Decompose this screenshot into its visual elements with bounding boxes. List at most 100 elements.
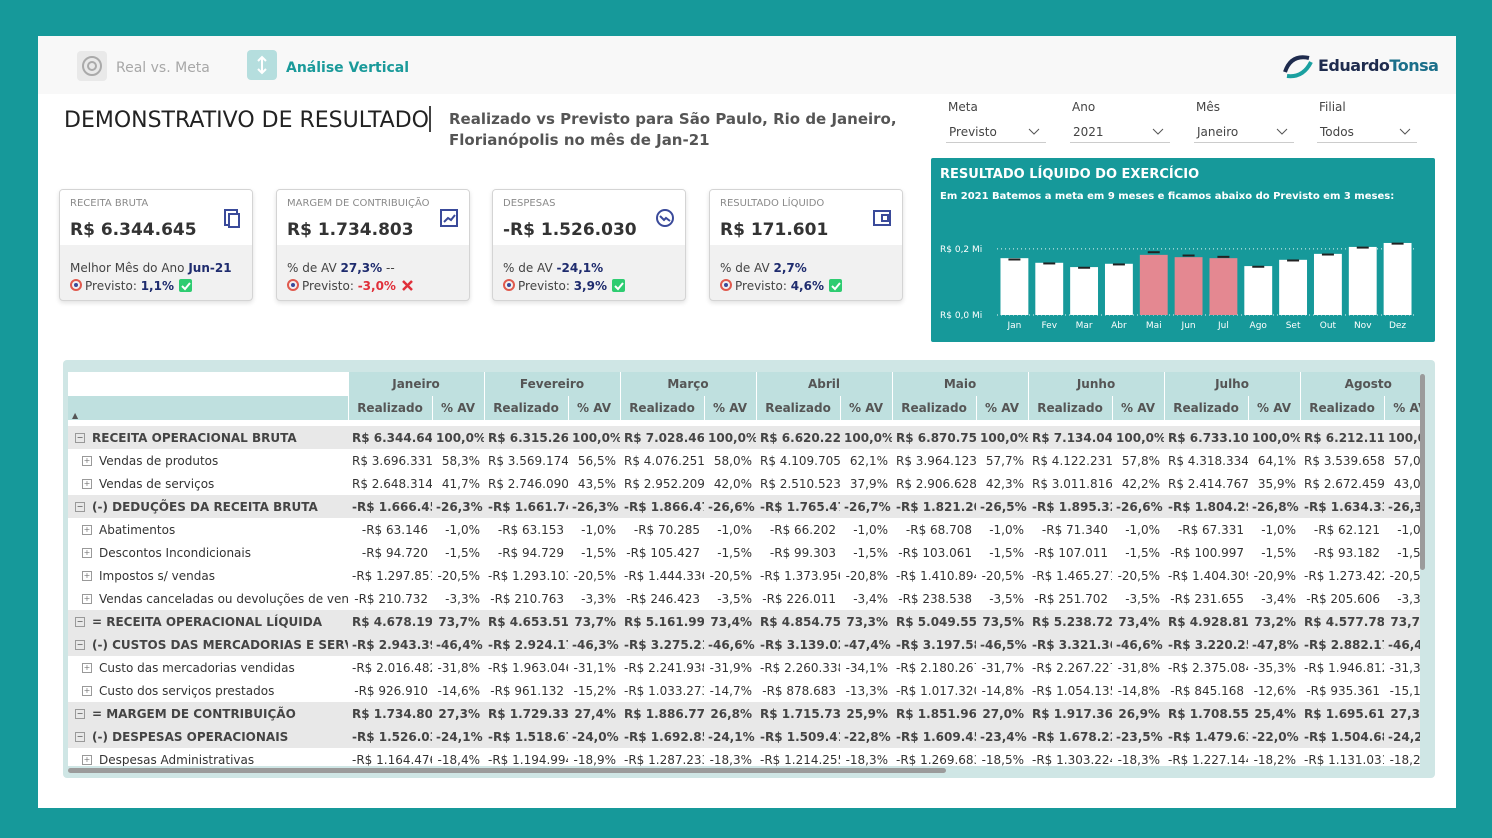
- pct-cell: 100,0%: [1384, 426, 1420, 449]
- value-cell: -R$ 105.427: [620, 541, 704, 564]
- value-cell: -R$ 210.763: [484, 587, 568, 610]
- value-cell: R$ 5.238.722: [1028, 610, 1113, 633]
- pct-cell: -46,6%: [704, 633, 757, 656]
- value-cell: R$ 2.952.209: [620, 472, 704, 495]
- kpi-icon: [440, 209, 458, 227]
- pct-cell: 58,3%: [432, 449, 484, 472]
- pct-cell: -23,4%: [976, 725, 1029, 748]
- pct-cell: -24,1%: [432, 725, 484, 748]
- x-tick-label: Mar: [1076, 321, 1093, 331]
- value-cell: R$ 4.928.810: [1164, 610, 1249, 633]
- spacer: [68, 420, 1420, 426]
- pct-cell: -3,3%: [568, 587, 620, 610]
- data-table: Janeiro Fevereiro Março Abril Maio Junho Julho…: [68, 372, 1420, 766]
- pct-cell: 73,7%: [432, 610, 484, 633]
- value-cell: R$ 7.028.460: [620, 426, 704, 449]
- pct-cell: -26,7%: [840, 495, 893, 518]
- table-row: −(-) CUSTOS DAS MERCADORIAS E SERVIÇOS-R…: [68, 633, 1420, 656]
- value-cell: -R$ 1.373.956: [756, 564, 841, 587]
- value-cell: -R$ 1.678.222: [1028, 725, 1113, 748]
- nav-tab[interactable]: Análise Vertical: [286, 60, 410, 76]
- value-cell: -R$ 2.882.173: [1300, 633, 1385, 656]
- value-cell: -R$ 1.164.476: [348, 748, 432, 766]
- value-cell: -R$ 1.866.470: [620, 495, 704, 518]
- pct-cell: -3,5%: [976, 587, 1029, 610]
- chevron: [1028, 128, 1040, 135]
- expand-icon: −: [75, 617, 85, 627]
- value-cell: -R$ 1.518.671: [484, 725, 568, 748]
- value-cell: -R$ 1.821.200: [892, 495, 977, 518]
- value-cell: R$ 1.917.360: [1028, 702, 1113, 725]
- pct-cell: 37,9%: [840, 472, 893, 495]
- sub-header: % AV: [975, 396, 1029, 420]
- filter-dropdown[interactable]: Todos: [1317, 121, 1417, 143]
- value-cell: R$ 3.539.658: [1300, 449, 1385, 472]
- pct-cell: -26,3%: [568, 495, 620, 518]
- filter-dropdown[interactable]: Previsto: [946, 121, 1046, 143]
- filter-dropdown[interactable]: Janeiro: [1194, 121, 1294, 143]
- table-row: + Impostos s/ vendas -R$ 1.297.851 -20,5% -R…: [68, 564, 1420, 587]
- bar: [1313, 253, 1342, 315]
- y-tick-label: R$ 0,2 Mi: [940, 245, 982, 255]
- kpi-top: [60, 190, 252, 245]
- kpi-highlight: Jun-21: [188, 261, 232, 275]
- value-cell: R$ 6.870.751: [892, 426, 977, 449]
- pct-cell: -13,3%: [840, 679, 893, 702]
- pct-cell: 26,9%: [1112, 702, 1165, 725]
- x-tick-label: Jun: [1181, 321, 1196, 331]
- pct-cell: 27,3%: [1384, 702, 1420, 725]
- pct-cell: 27,3%: [432, 702, 484, 725]
- value-cell: R$ 1.886.779: [620, 702, 704, 725]
- sub-header: % AV: [567, 396, 620, 420]
- expand-icon: +: [82, 686, 92, 696]
- expand-icon: +: [82, 525, 92, 535]
- value-cell: -R$ 3.321.362: [1028, 633, 1113, 656]
- sub-header: % AV: [703, 396, 757, 420]
- value-cell: -R$ 1.661.748: [484, 495, 568, 518]
- value-cell: -R$ 1.131.031: [1300, 748, 1385, 766]
- row-label: − (-) DESPESAS OPERACIONAIS: [68, 725, 348, 748]
- chevron: [1276, 128, 1288, 135]
- filter-label: Ano: [1072, 100, 1096, 114]
- tab-icon: [247, 50, 277, 80]
- sub-header: Realizado: [1027, 396, 1113, 420]
- pct-cell: 25,4%: [1248, 702, 1301, 725]
- pct-cell: 100,0%: [432, 426, 484, 449]
- value-cell: R$ 4.577.787: [1300, 610, 1385, 633]
- value-cell: -R$ 2.924.177: [484, 633, 568, 656]
- logo: EduardoTonsa: [1318, 56, 1439, 75]
- value-cell: -R$ 1.526.030: [348, 725, 432, 748]
- kpi-top: [277, 190, 469, 245]
- filter-value: Previsto: [949, 125, 997, 139]
- x-tick-label: Jan: [1006, 321, 1021, 331]
- pct-cell: -31,8%: [432, 656, 484, 679]
- tab-icon: [77, 51, 107, 81]
- value-cell: -R$ 205.606: [1300, 587, 1385, 610]
- kpi-highlight: 3,9%: [573, 279, 607, 293]
- pct-cell: -18,9%: [568, 748, 620, 766]
- pct-cell: 27,4%: [568, 702, 620, 725]
- month-header: Julho: [1163, 372, 1301, 396]
- value-cell: R$ 2.672.459: [1300, 472, 1385, 495]
- value-cell: -R$ 2.016.482: [348, 656, 432, 679]
- value-cell: -R$ 94.720: [348, 541, 432, 564]
- pct-cell: -20,5%: [1112, 564, 1165, 587]
- nav-tab[interactable]: Real vs. Meta: [116, 60, 210, 76]
- kpi-highlight: 1,1%: [140, 279, 174, 293]
- pct-cell: -26,8%: [1248, 495, 1301, 518]
- pct-cell: 26,8%: [704, 702, 757, 725]
- pct-cell: 100,0%: [568, 426, 620, 449]
- filter-dropdown[interactable]: 2021: [1070, 121, 1170, 143]
- expand-icon: −: [75, 433, 85, 443]
- row-label: + Abatimentos: [68, 518, 348, 541]
- pct-cell: 42,2%: [1112, 472, 1165, 495]
- value-cell: -R$ 961.132: [484, 679, 568, 702]
- filter-value: Janeiro: [1197, 125, 1239, 139]
- bar: [1244, 266, 1273, 315]
- pct-cell: 35,9%: [1248, 472, 1301, 495]
- table-row: − = RECEITA OPERACIONAL LÍQUIDA R$ 4.678.1…: [68, 610, 1420, 633]
- expand-icon: +: [82, 594, 92, 604]
- kpi-card: MARGEM DE CONTRIBUIÇÃO R$ 1.734.803 % de A…: [276, 189, 470, 301]
- value-cell: -R$ 3.197.587: [892, 633, 977, 656]
